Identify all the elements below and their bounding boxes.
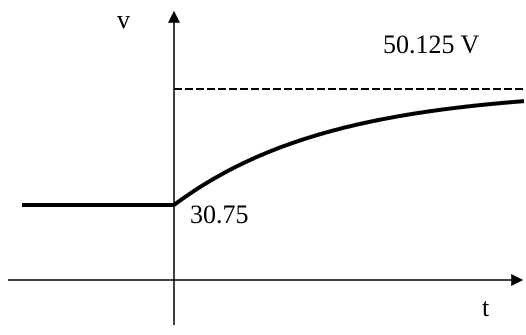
- v-axis-label: v: [117, 5, 130, 34]
- t-axis-label: t: [482, 293, 490, 322]
- final-value-label: 50.125 V: [383, 30, 480, 59]
- response-curve: [172, 99, 525, 207]
- initial-value-label: 30.75: [190, 200, 249, 229]
